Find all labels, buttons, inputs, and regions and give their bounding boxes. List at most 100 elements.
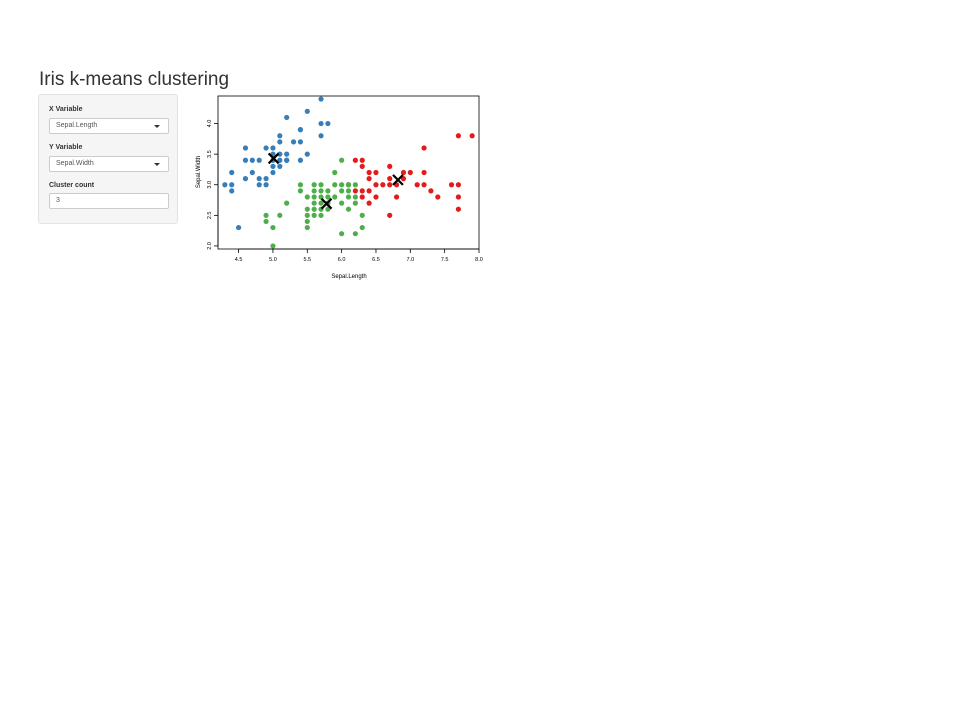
- cluster-1-point: [352, 188, 358, 194]
- cluster-3-point: [277, 212, 283, 218]
- cluster-1-point: [359, 163, 365, 169]
- cluster-1-center-marker: [392, 174, 404, 186]
- cluster-3-point: [325, 188, 331, 194]
- cluster-1-point: [448, 182, 455, 188]
- cluster-3-point: [284, 200, 290, 206]
- cluster-3-point: [304, 194, 310, 200]
- cluster-3-point: [318, 212, 324, 218]
- y-tick-label: 3.5: [207, 150, 213, 158]
- y-variable-label: Y Variable: [49, 144, 83, 151]
- cluster-3-point: [304, 224, 310, 231]
- x-tick-label: 7.0: [406, 257, 414, 263]
- cluster-2-point: [256, 157, 262, 163]
- cluster-3-point: [359, 212, 365, 218]
- cluster-1-point: [400, 176, 407, 182]
- cluster-2-point: [277, 163, 283, 169]
- cluster-1-point: [366, 176, 372, 182]
- cluster-2-point: [277, 133, 283, 139]
- cluster-2-point: [242, 145, 249, 151]
- cluster-3-point: [339, 188, 345, 194]
- cluster-3-point: [297, 188, 304, 194]
- cluster-2-center-marker: [267, 152, 280, 165]
- cluster-2-point: [304, 151, 310, 157]
- cluster-3-point: [359, 224, 365, 231]
- y-tick-label: 2.5: [207, 212, 213, 220]
- cluster-2-point: [277, 157, 283, 163]
- cluster-3-point: [304, 218, 310, 225]
- cluster-1-point: [366, 188, 372, 194]
- cluster-1-point: [359, 157, 365, 163]
- cluster-1-point: [387, 182, 393, 188]
- cluster-3-point: [325, 194, 331, 200]
- cluster-1-point: [414, 182, 420, 188]
- cluster-1-point: [393, 194, 400, 200]
- cluster-3-point: [345, 206, 352, 212]
- cluster-1-point: [387, 176, 393, 182]
- cluster-2-point: [249, 169, 255, 176]
- cluster-3-point: [345, 194, 352, 200]
- cluster-1-point: [421, 182, 427, 188]
- cluster-3-center-marker: [320, 197, 333, 210]
- cluster-3-point: [332, 182, 338, 188]
- cluster-count-input[interactable]: 3: [49, 193, 169, 209]
- cluster-1-point: [407, 169, 413, 176]
- cluster-1-point: [373, 169, 379, 176]
- cluster-2-point: [270, 163, 276, 169]
- cluster-2-point: [270, 145, 276, 151]
- cluster-3-point: [304, 206, 310, 212]
- cluster-2-point: [297, 157, 304, 163]
- x-axis-label: Sepal.Length: [331, 274, 366, 280]
- cluster-2-point: [318, 96, 324, 102]
- cluster-2-point: [270, 169, 276, 176]
- y-tick-label: 2.0: [207, 242, 213, 250]
- cluster-3-point: [345, 182, 352, 188]
- cluster-3-point: [311, 194, 317, 200]
- cluster-3-point: [352, 200, 358, 206]
- cluster-3-point: [270, 224, 276, 231]
- cluster-1-point: [373, 182, 379, 188]
- cluster-2-point: [290, 139, 297, 145]
- cluster-2-point: [304, 108, 310, 114]
- cluster-2-point: [229, 182, 235, 188]
- cluster-2-point: [242, 157, 249, 163]
- cluster-1-point: [359, 188, 365, 194]
- y-variable-value: Sepal.Width: [56, 160, 94, 167]
- cluster-1-point: [421, 145, 427, 151]
- cluster-3-point: [332, 194, 338, 200]
- y-variable-select[interactable]: Sepal.Width: [49, 156, 169, 172]
- cluster-2-point: [277, 139, 283, 145]
- cluster-centers: [267, 152, 404, 210]
- cluster-3-point: [263, 212, 269, 218]
- cluster-3-point: [352, 231, 358, 237]
- x-tick-label: 6.5: [372, 257, 380, 263]
- cluster-1-point: [455, 206, 461, 212]
- cluster-2-point: [256, 182, 262, 188]
- cluster-3-point: [318, 200, 324, 206]
- cluster-3-point: [345, 188, 352, 194]
- cluster-3-point: [297, 182, 304, 188]
- cluster-1-point: [366, 200, 372, 206]
- cluster-3-point: [332, 169, 338, 176]
- cluster-2-point: [222, 182, 228, 188]
- controls-panel: X Variable Sepal.Length Y Variable Sepal…: [38, 94, 178, 224]
- y-tick-label: 4.0: [207, 120, 213, 128]
- cluster-1-point: [373, 194, 379, 200]
- cluster-2-point: [277, 151, 283, 157]
- y-axis-label: Sepal.Width: [196, 156, 202, 188]
- cluster-1-point: [359, 194, 365, 200]
- cluster-1-point: [387, 163, 393, 169]
- page-title: Iris k-means clustering: [39, 69, 230, 90]
- cluster-1-point: [469, 133, 475, 139]
- cluster-1-point: [435, 194, 441, 200]
- cluster-2-point: [229, 188, 235, 194]
- cluster-3-point: [339, 231, 345, 237]
- cluster-2-point: [242, 176, 249, 182]
- x-variable-label: X Variable: [49, 106, 83, 113]
- chevron-down-icon: [154, 125, 160, 128]
- x-variable-select[interactable]: Sepal.Length: [49, 118, 169, 134]
- cluster-1-point: [352, 157, 358, 163]
- cluster-count-label: Cluster count: [49, 182, 95, 189]
- kmeans-scatter-plot: 4.5 5.0 5.5 6.0 6.5 7.0 7.5 8.0 2.0 2.5 3.0 3.5 4.0…: [196, 95, 483, 280]
- cluster-3-point: [339, 200, 345, 206]
- x-tick-label: 5.5: [303, 257, 311, 263]
